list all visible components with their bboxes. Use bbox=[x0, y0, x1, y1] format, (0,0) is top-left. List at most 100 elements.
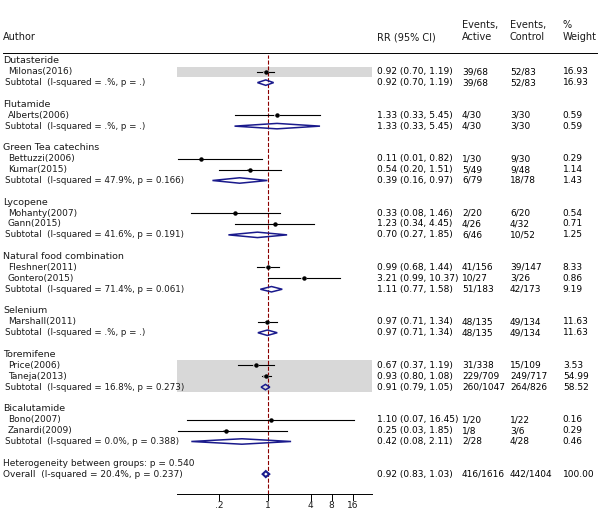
Text: Marshall(2011): Marshall(2011) bbox=[8, 317, 76, 326]
FancyBboxPatch shape bbox=[265, 267, 271, 268]
Text: 16.93: 16.93 bbox=[563, 78, 589, 87]
FancyBboxPatch shape bbox=[247, 169, 253, 170]
Text: 0.70 (0.27, 1.85): 0.70 (0.27, 1.85) bbox=[377, 230, 452, 239]
Text: Subtotal  (I-squared = .%, p = .): Subtotal (I-squared = .%, p = .) bbox=[5, 121, 145, 130]
Text: 3.21 (0.99, 10.37): 3.21 (0.99, 10.37) bbox=[377, 274, 458, 283]
Text: 39/68: 39/68 bbox=[462, 67, 488, 76]
Text: 6/20: 6/20 bbox=[510, 209, 530, 218]
Text: 0.67 (0.37, 1.19): 0.67 (0.37, 1.19) bbox=[377, 361, 452, 370]
Text: 0.29: 0.29 bbox=[563, 426, 583, 435]
Text: 1/30: 1/30 bbox=[462, 154, 482, 163]
Text: 0.71: 0.71 bbox=[563, 220, 583, 229]
Text: 4/28: 4/28 bbox=[510, 437, 530, 446]
Text: 0.54 (0.20, 1.51): 0.54 (0.20, 1.51) bbox=[377, 165, 452, 174]
Text: Fleshner(2011): Fleshner(2011) bbox=[8, 263, 77, 272]
Text: 10/52: 10/52 bbox=[510, 230, 536, 239]
Text: 8.33: 8.33 bbox=[563, 263, 583, 272]
Text: 4/26: 4/26 bbox=[462, 220, 482, 229]
Text: 0.97 (0.71, 1.34): 0.97 (0.71, 1.34) bbox=[377, 328, 452, 337]
Text: Overall  (I-squared = 20.4%, p = 0.237): Overall (I-squared = 20.4%, p = 0.237) bbox=[3, 469, 183, 478]
Text: 264/826: 264/826 bbox=[510, 383, 547, 392]
Text: 260/1047: 260/1047 bbox=[462, 383, 505, 392]
Text: 16.93: 16.93 bbox=[563, 67, 589, 76]
Text: 8: 8 bbox=[329, 501, 335, 510]
Text: Subtotal  (I-squared = 71.4%, p = 0.061): Subtotal (I-squared = 71.4%, p = 0.061) bbox=[5, 285, 184, 294]
Text: 15/109: 15/109 bbox=[510, 361, 542, 370]
Text: 0.16: 0.16 bbox=[563, 415, 583, 424]
Text: Taneja(2013): Taneja(2013) bbox=[8, 372, 67, 381]
Text: 11.63: 11.63 bbox=[563, 317, 589, 326]
Text: RR (95% CI): RR (95% CI) bbox=[377, 32, 436, 42]
Text: 0.92 (0.70, 1.19): 0.92 (0.70, 1.19) bbox=[377, 67, 452, 76]
FancyBboxPatch shape bbox=[263, 71, 269, 73]
Text: %
Weight: % Weight bbox=[563, 20, 597, 42]
Text: 0.92 (0.83, 1.03): 0.92 (0.83, 1.03) bbox=[377, 469, 452, 478]
Text: 1/22: 1/22 bbox=[510, 415, 530, 424]
Text: 2/20: 2/20 bbox=[462, 209, 482, 218]
Text: Subtotal  (I-squared = .%, p = .): Subtotal (I-squared = .%, p = .) bbox=[5, 78, 145, 87]
Text: 442/1404: 442/1404 bbox=[510, 469, 553, 478]
Text: 100.00: 100.00 bbox=[563, 469, 595, 478]
Text: Toremifene: Toremifene bbox=[3, 350, 56, 359]
Text: 39/147: 39/147 bbox=[510, 263, 542, 272]
Text: 0.91 (0.79, 1.05): 0.91 (0.79, 1.05) bbox=[377, 383, 452, 392]
Text: 1.33 (0.33, 5.45): 1.33 (0.33, 5.45) bbox=[377, 111, 452, 120]
Text: Author: Author bbox=[3, 32, 36, 42]
Text: 58.52: 58.52 bbox=[563, 383, 589, 392]
Text: 9/30: 9/30 bbox=[510, 154, 530, 163]
Text: 54.99: 54.99 bbox=[563, 372, 589, 381]
Text: 48/135: 48/135 bbox=[462, 328, 494, 337]
FancyBboxPatch shape bbox=[253, 365, 259, 366]
Text: 1.33 (0.33, 5.45): 1.33 (0.33, 5.45) bbox=[377, 121, 452, 130]
Text: 31/338: 31/338 bbox=[462, 361, 494, 370]
Text: 1.25: 1.25 bbox=[563, 230, 583, 239]
Text: Alberts(2006): Alberts(2006) bbox=[8, 111, 70, 120]
Text: Subtotal  (I-squared = 0.0%, p = 0.388): Subtotal (I-squared = 0.0%, p = 0.388) bbox=[5, 437, 179, 446]
Text: 0.11 (0.01, 0.82): 0.11 (0.01, 0.82) bbox=[377, 154, 452, 163]
Text: 6/46: 6/46 bbox=[462, 230, 482, 239]
Text: Events,
Control: Events, Control bbox=[510, 20, 546, 42]
FancyBboxPatch shape bbox=[301, 278, 307, 279]
Text: Natural food combination: Natural food combination bbox=[3, 252, 124, 261]
Text: 416/1616: 416/1616 bbox=[462, 469, 505, 478]
FancyBboxPatch shape bbox=[274, 115, 280, 116]
Text: Subtotal  (I-squared = .%, p = .): Subtotal (I-squared = .%, p = .) bbox=[5, 328, 145, 337]
Text: 18/78: 18/78 bbox=[510, 176, 536, 185]
Text: 1/8: 1/8 bbox=[462, 426, 476, 435]
Text: 3/26: 3/26 bbox=[510, 274, 530, 283]
Text: 49/134: 49/134 bbox=[510, 328, 542, 337]
Text: Milonas(2016): Milonas(2016) bbox=[8, 67, 72, 76]
Text: Selenium: Selenium bbox=[3, 306, 47, 316]
Text: 0.39 (0.16, 0.97): 0.39 (0.16, 0.97) bbox=[377, 176, 452, 185]
Text: 16: 16 bbox=[347, 501, 359, 510]
Bar bbox=[177, 360, 372, 392]
Text: 41/156: 41/156 bbox=[462, 263, 494, 272]
Text: 0.92 (0.70, 1.19): 0.92 (0.70, 1.19) bbox=[377, 78, 452, 87]
Text: 10/27: 10/27 bbox=[462, 274, 488, 283]
Text: Subtotal  (I-squared = 47.9%, p = 0.166): Subtotal (I-squared = 47.9%, p = 0.166) bbox=[5, 176, 184, 185]
Text: 4/30: 4/30 bbox=[462, 111, 482, 120]
Text: 0.86: 0.86 bbox=[563, 274, 583, 283]
Text: Price(2006): Price(2006) bbox=[8, 361, 60, 370]
Text: 4: 4 bbox=[308, 501, 313, 510]
Text: 0.59: 0.59 bbox=[563, 111, 583, 120]
Text: 51/183: 51/183 bbox=[462, 285, 494, 294]
Text: 1.23 (0.34, 4.45): 1.23 (0.34, 4.45) bbox=[377, 220, 452, 229]
Text: 1.10 (0.07, 16.45): 1.10 (0.07, 16.45) bbox=[377, 415, 458, 424]
Text: 0.97 (0.71, 1.34): 0.97 (0.71, 1.34) bbox=[377, 317, 452, 326]
Text: 0.42 (0.08, 2.11): 0.42 (0.08, 2.11) bbox=[377, 437, 452, 446]
Text: 9.19: 9.19 bbox=[563, 285, 583, 294]
Text: 3/6: 3/6 bbox=[510, 426, 524, 435]
Text: 2/28: 2/28 bbox=[462, 437, 482, 446]
Text: 6/79: 6/79 bbox=[462, 176, 482, 185]
Text: 52/83: 52/83 bbox=[510, 78, 536, 87]
Text: Bono(2007): Bono(2007) bbox=[8, 415, 61, 424]
Text: Gann(2015): Gann(2015) bbox=[8, 220, 62, 229]
Text: 52/83: 52/83 bbox=[510, 67, 536, 76]
Text: Bicalutamide: Bicalutamide bbox=[3, 404, 65, 413]
Text: Gontero(2015): Gontero(2015) bbox=[8, 274, 74, 283]
Text: 1: 1 bbox=[265, 501, 271, 510]
Text: 1/20: 1/20 bbox=[462, 415, 482, 424]
Text: 0.93 (0.80, 1.08): 0.93 (0.80, 1.08) bbox=[377, 372, 452, 381]
Text: 3/30: 3/30 bbox=[510, 121, 530, 130]
